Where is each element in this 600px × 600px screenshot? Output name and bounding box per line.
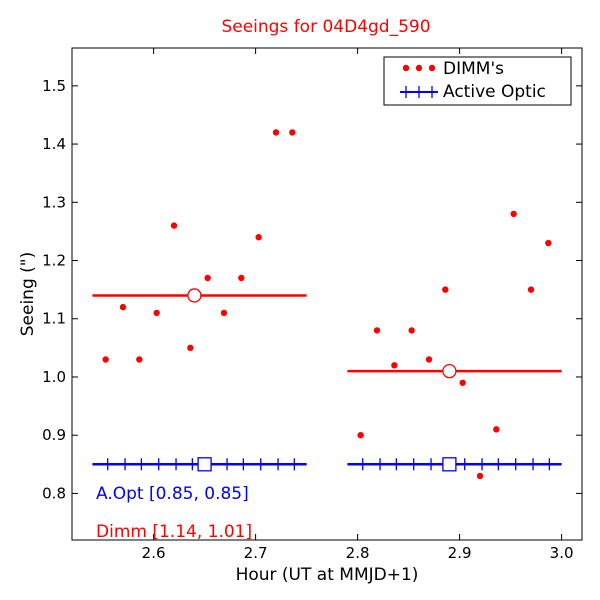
active-optic-point [221, 458, 234, 471]
y-tick-label: 1.4 [42, 135, 66, 153]
dimm-point [442, 286, 449, 293]
active-optic-point [119, 458, 132, 471]
mean-marker-active-optic [197, 457, 212, 472]
dimm-point [119, 303, 127, 311]
legend-box [383, 56, 572, 106]
legend-dimm-dot [402, 64, 410, 72]
legend-label-dimm: DIMM's [443, 59, 504, 79]
active-optic-point [476, 458, 489, 471]
active-optic-point [288, 458, 301, 471]
legend-label-active-optic: Active Optic [443, 82, 546, 102]
y-axis-label: Seeing (") [18, 252, 38, 337]
active-optic-point [492, 458, 505, 471]
annotation-dimm: Dimm [1.14, 1.01] [96, 522, 252, 542]
y-tick-label: 0.9 [42, 426, 66, 444]
dimm-point [272, 129, 280, 136]
mean-marker-dimm [442, 363, 457, 379]
x-tick-label: 2.6 [142, 544, 166, 562]
x-tick-label: 3.0 [550, 544, 574, 562]
active-optic-point [509, 458, 522, 471]
dimm-point [391, 362, 398, 369]
active-optic-point [527, 458, 540, 471]
dimm-point [255, 234, 262, 241]
x-tick-label: 2.8 [346, 544, 370, 562]
active-optic-point [458, 458, 471, 471]
dimm-point [408, 327, 415, 334]
legend: DIMM's Active Optic [383, 56, 572, 106]
y-tick-label: 1.2 [42, 252, 66, 270]
legend-dimm-symbol [402, 64, 436, 72]
active-optic-point [374, 458, 387, 471]
dimm-point [545, 239, 552, 247]
x-axis-label: Hour (UT at MMJD+1) [236, 565, 419, 585]
active-optic-point [186, 458, 199, 471]
dimm-point [510, 210, 517, 218]
dimm-point [204, 274, 211, 282]
dimm-point [425, 356, 433, 363]
active-optic-point [254, 458, 267, 471]
active-optic-point [407, 458, 420, 471]
active-optic-point [152, 458, 165, 471]
active-optic-point [101, 458, 114, 471]
dimm-point [357, 431, 364, 439]
mean-marker-dimm [187, 288, 202, 303]
active-optic-point [170, 458, 183, 471]
y-tick-label: 1.5 [42, 77, 66, 95]
dimm-point [476, 472, 484, 480]
axis-ticks: 2.6 2.7 2.8 2.9 3.0 0.8 0.9 1.0 1.1 1.2 1.3 1.4 1.5 [42, 48, 582, 562]
dimm-point [459, 379, 466, 386]
dimm-point [289, 129, 296, 136]
mean-marker-active-optic [442, 457, 457, 472]
active-optic-point [135, 458, 148, 471]
legend-dimm-dot [415, 64, 423, 72]
dimm-point [153, 309, 160, 317]
active-optic-point [390, 458, 403, 471]
dimm-point [102, 356, 109, 363]
active-optic-point [543, 458, 556, 471]
y-tick-label: 1.1 [42, 310, 66, 328]
legend-dimm-dot [428, 64, 436, 72]
x-tick-label: 2.9 [448, 544, 472, 562]
dimm-point [238, 274, 245, 282]
active-optic-point [237, 458, 250, 471]
y-tick-label: 1.3 [42, 193, 66, 211]
y-tick-label: 1.0 [42, 368, 66, 386]
dimm-point [220, 309, 228, 317]
annotation-active-optic: A.Opt [0.85, 0.85] [96, 484, 249, 504]
dimm-point [493, 426, 500, 433]
chart-title: Seeings for 04D4gd_590 [221, 17, 430, 37]
dimm-point [136, 356, 143, 363]
active-optic-point [356, 458, 369, 471]
plot-marks [92, 129, 562, 480]
active-optic-point [272, 458, 285, 471]
legend-active-optic-symbol [400, 86, 438, 98]
axes-frame [71, 47, 583, 541]
y-tick-label: 0.8 [42, 484, 66, 502]
dimm-point [373, 327, 381, 334]
dimm-point [187, 344, 194, 352]
dimm-point [170, 222, 178, 229]
dimm-point [527, 286, 535, 293]
active-optic-point [425, 458, 438, 471]
x-tick-label: 2.7 [244, 544, 268, 562]
